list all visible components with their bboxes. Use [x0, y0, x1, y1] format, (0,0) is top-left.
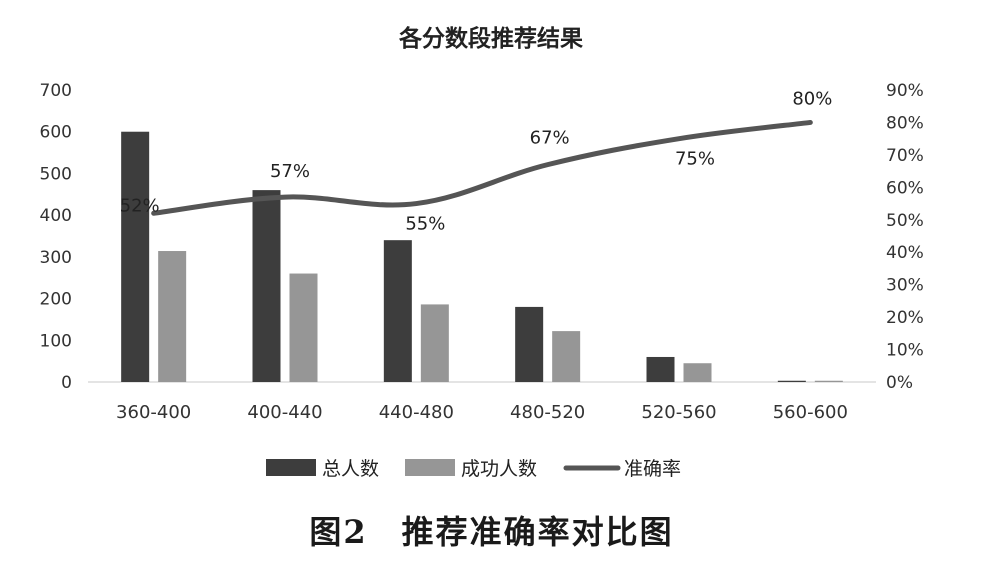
y-right-tick-1: 10%	[886, 341, 924, 361]
x-tick-5: 560-600	[773, 402, 848, 423]
y-right-tick-4: 40%	[886, 243, 924, 263]
bar-success-0	[158, 251, 187, 382]
x-tick-4: 520-560	[641, 402, 716, 423]
y-right-tick-5: 50%	[886, 211, 924, 231]
data-label-1: 57%	[270, 161, 310, 182]
legend-label-success: 成功人数	[461, 458, 537, 480]
y-right-tick-6: 60%	[886, 178, 924, 198]
y-left-tick-2: 200	[40, 290, 72, 310]
bar-success-4	[683, 363, 712, 382]
data-label-5: 80%	[792, 88, 832, 109]
data-label-3: 67%	[530, 128, 570, 149]
y-left-tick-5: 500	[40, 164, 72, 184]
bar-total-3	[515, 306, 544, 382]
legend-swatch-success	[405, 459, 455, 476]
y-left-tick-6: 600	[40, 123, 72, 143]
x-tick-0: 360-400	[116, 402, 191, 423]
legend-label-total: 总人数	[322, 458, 379, 480]
y-right-tick-0: 0%	[886, 373, 913, 393]
legend-swatch-total	[266, 459, 316, 476]
y-left-tick-4: 400	[40, 206, 72, 226]
bar-total-5	[777, 380, 806, 382]
y-left-tick-0: 0	[61, 373, 72, 393]
bar-total-1	[252, 190, 281, 382]
bar-success-2	[420, 304, 449, 382]
y-left-tick-3: 300	[40, 248, 72, 268]
bar-total-4	[646, 356, 675, 382]
y-right-tick-3: 30%	[886, 276, 924, 296]
accuracy-line	[151, 119, 813, 216]
legend-label-accuracy: 准确率	[624, 458, 681, 480]
y-right-tick-9: 90%	[886, 81, 924, 101]
y-right-tick-2: 20%	[886, 308, 924, 328]
y-left-tick-7: 700	[40, 81, 72, 101]
y-left-tick-1: 100	[40, 331, 72, 351]
y-right-tick-8: 80%	[886, 113, 924, 133]
data-label-2: 55%	[405, 214, 445, 235]
chart-title: 各分数段推荐结果	[398, 25, 583, 52]
bar-success-3	[552, 331, 581, 382]
figure-caption: 图2 推荐准确率对比图	[309, 513, 674, 551]
bar-success-5	[814, 380, 843, 382]
bar-total-0	[121, 131, 150, 382]
bar-total-2	[383, 240, 412, 382]
x-tick-2: 440-480	[379, 402, 454, 423]
data-label-0: 52%	[120, 195, 160, 216]
y-right-tick-7: 70%	[886, 146, 924, 166]
data-label-4: 75%	[675, 149, 715, 170]
x-tick-3: 480-520	[510, 402, 585, 423]
x-tick-1: 400-440	[247, 402, 322, 423]
bar-success-1	[289, 273, 318, 382]
